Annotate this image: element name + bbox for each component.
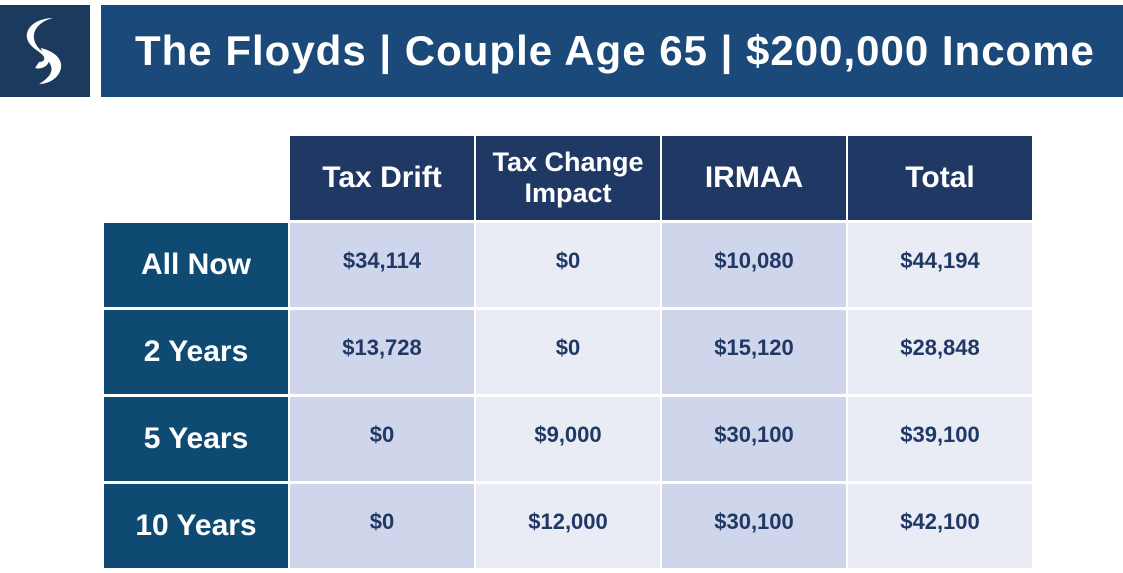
table-cell: $13,728 xyxy=(290,310,474,394)
table-cell: $0 xyxy=(476,310,660,394)
column-header-tax-change-impact: Tax Change Impact xyxy=(476,136,660,220)
table-cell: $30,100 xyxy=(662,484,846,568)
table-cell: $34,114 xyxy=(290,223,474,307)
stylized-s-logo-icon xyxy=(26,18,62,84)
table-cell: $10,080 xyxy=(662,223,846,307)
table-cell: $42,100 xyxy=(848,484,1032,568)
row-header-5-years: 5 Years xyxy=(104,397,288,481)
table-cell: $9,000 xyxy=(476,397,660,481)
table-cell: $39,100 xyxy=(848,397,1032,481)
page-title: The Floyds | Couple Age 65 | $200,000 In… xyxy=(135,27,1095,74)
table-cell: $15,120 xyxy=(662,310,846,394)
table-cell: $0 xyxy=(290,484,474,568)
column-header-tax-drift: Tax Drift xyxy=(290,136,474,220)
table-cell: $0 xyxy=(476,223,660,307)
comparison-table: Tax Drift Tax Change Impact IRMAA Total … xyxy=(104,136,1032,568)
column-header-irmaa: IRMAA xyxy=(662,136,846,220)
title-bar: The Floyds | Couple Age 65 | $200,000 In… xyxy=(101,5,1123,97)
row-header-10-years: 10 Years xyxy=(104,484,288,568)
column-header-total: Total xyxy=(848,136,1032,220)
table-cell: $28,848 xyxy=(848,310,1032,394)
logo xyxy=(0,5,90,97)
table-cell: $12,000 xyxy=(476,484,660,568)
table-cell: $44,194 xyxy=(848,223,1032,307)
table-corner xyxy=(104,136,288,220)
row-header-2-years: 2 Years xyxy=(104,310,288,394)
row-header-all-now: All Now xyxy=(104,223,288,307)
table-cell: $30,100 xyxy=(662,397,846,481)
table-cell: $0 xyxy=(290,397,474,481)
